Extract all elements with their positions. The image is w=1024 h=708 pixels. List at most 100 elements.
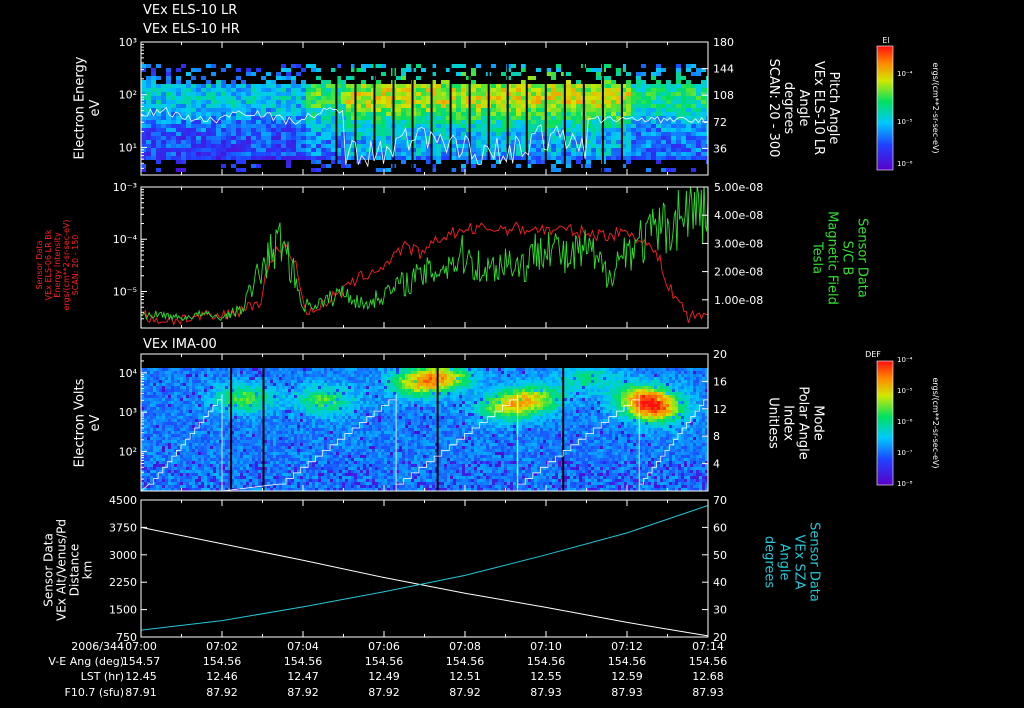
heatmap-cell xyxy=(276,410,279,413)
heatmap-cell xyxy=(361,136,366,140)
heatmap-cell xyxy=(256,148,261,152)
heatmap-cell xyxy=(516,156,521,160)
heatmap-cell xyxy=(204,383,207,386)
heatmap-cell xyxy=(171,152,176,156)
heatmap-cell xyxy=(234,380,237,383)
heatmap-cell xyxy=(216,440,219,443)
heatmap-cell xyxy=(461,116,466,120)
heatmap-cell xyxy=(526,84,531,88)
heatmap-cell xyxy=(207,449,210,452)
heatmap-cell xyxy=(225,410,228,413)
heatmap-cell xyxy=(666,144,671,148)
heatmap-cell xyxy=(213,482,216,485)
heatmap-cell xyxy=(626,72,631,76)
heatmap-cell xyxy=(186,431,189,434)
heatmap-cell xyxy=(270,467,273,470)
heatmap-cell xyxy=(416,88,421,92)
heatmap-cell xyxy=(273,419,276,422)
heatmap-cell xyxy=(511,128,516,132)
heatmap-cell xyxy=(366,108,371,112)
heatmap-cell xyxy=(511,72,516,76)
heatmap-cell xyxy=(174,443,177,446)
heatmap-cell xyxy=(596,68,601,72)
heatmap-cell xyxy=(576,104,581,108)
heatmap-cell xyxy=(596,92,601,96)
data-gap xyxy=(506,42,509,175)
heatmap-cell xyxy=(180,386,183,389)
heatmap-cell xyxy=(282,479,285,482)
heatmap-cell xyxy=(446,112,451,116)
heatmap-cell xyxy=(171,488,174,491)
heatmap-cell xyxy=(273,485,276,488)
heatmap-cell xyxy=(165,464,168,467)
heatmap-cell xyxy=(481,144,486,148)
heatmap-cell xyxy=(326,140,331,144)
heatmap-cell xyxy=(266,144,271,148)
heatmap-cell xyxy=(616,140,621,144)
heatmap-cell xyxy=(306,374,309,377)
heatmap-cell xyxy=(496,132,501,136)
heatmap-cell xyxy=(144,434,147,437)
heatmap-cell xyxy=(240,416,243,419)
heatmap-cell xyxy=(526,128,531,132)
heatmap-cell xyxy=(159,455,162,458)
heatmap-cell xyxy=(165,443,168,446)
heatmap-cell xyxy=(166,84,171,88)
heatmap-cell xyxy=(191,76,196,80)
heatmap-cell xyxy=(246,88,251,92)
heatmap-cell xyxy=(171,446,174,449)
heatmap-cell xyxy=(691,92,696,96)
heatmap-cell xyxy=(147,398,150,401)
heatmap-cell xyxy=(201,443,204,446)
heatmap-cell xyxy=(456,88,461,92)
heatmap-cell xyxy=(606,148,611,152)
heatmap-cell xyxy=(286,72,291,76)
heatmap-cell xyxy=(144,479,147,482)
heatmap-cell xyxy=(151,116,156,120)
heatmap-cell xyxy=(255,389,258,392)
heatmap-cell xyxy=(279,440,282,443)
heatmap-cell xyxy=(446,108,451,112)
heatmap-cell xyxy=(258,383,261,386)
heatmap-cell xyxy=(279,380,282,383)
heatmap-cell xyxy=(180,473,183,476)
heatmap-cell xyxy=(282,401,285,404)
heatmap-cell xyxy=(446,80,451,84)
heatmap-cell xyxy=(246,84,251,88)
heatmap-cell xyxy=(231,112,236,116)
heatmap-cell xyxy=(606,64,611,68)
heatmap-cell xyxy=(174,401,177,404)
heatmap-cell xyxy=(421,96,426,100)
heatmap-cell xyxy=(237,428,240,431)
heatmap-cell xyxy=(216,431,219,434)
heatmap-cell xyxy=(183,371,186,374)
heatmap-cell xyxy=(252,392,255,395)
heatmap-cell xyxy=(336,124,341,128)
heatmap-cell xyxy=(213,464,216,467)
heatmap-cell xyxy=(491,108,496,112)
heatmap-cell xyxy=(162,455,165,458)
heatmap-cell xyxy=(361,144,366,148)
heatmap-cell xyxy=(174,431,177,434)
heatmap-cell xyxy=(376,168,381,172)
heatmap-cell xyxy=(306,96,311,100)
heatmap-cell xyxy=(288,419,291,422)
heatmap-cell xyxy=(216,380,219,383)
heatmap-cell xyxy=(451,116,456,120)
heatmap-cell xyxy=(571,156,576,160)
heatmap-cell xyxy=(661,104,666,108)
heatmap-cell xyxy=(270,446,273,449)
heatmap-cell xyxy=(222,461,225,464)
heatmap-cell xyxy=(491,116,496,120)
heatmap-cell xyxy=(210,434,213,437)
heatmap-cell xyxy=(186,124,191,128)
heatmap-cell xyxy=(576,116,581,120)
heatmap-cell xyxy=(198,458,201,461)
heatmap-cell xyxy=(221,132,226,136)
heatmap-cell xyxy=(168,383,171,386)
heatmap-cell xyxy=(270,386,273,389)
heatmap-cell xyxy=(626,100,631,104)
heatmap-cell xyxy=(611,116,616,120)
heatmap-cell xyxy=(246,377,249,380)
heatmap-cell xyxy=(198,485,201,488)
